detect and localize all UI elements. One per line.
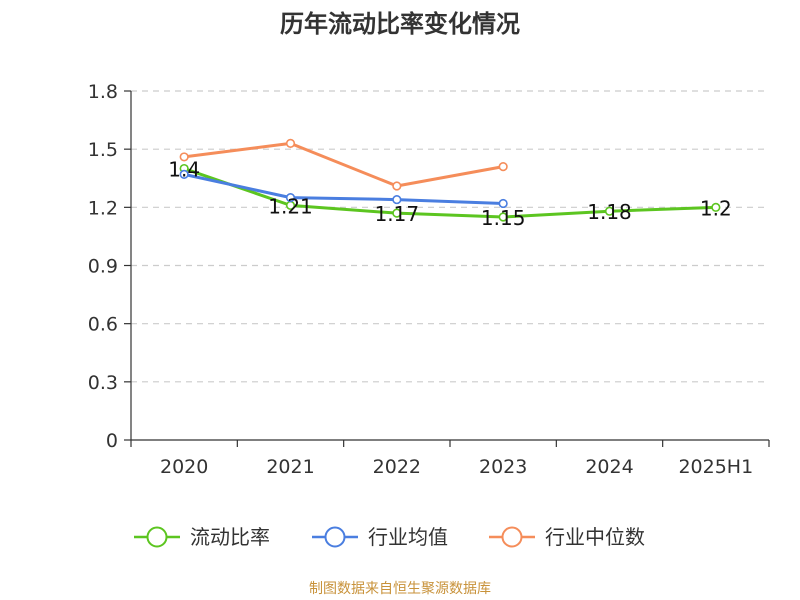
data-label: 1.21 [268, 194, 313, 218]
x-tick-label: 2020 [160, 456, 208, 478]
data-point [498, 198, 508, 209]
chart-title: 历年流动比率变化情况 [280, 10, 520, 38]
legend-marker [146, 526, 168, 548]
x-tick-label: 2024 [585, 456, 633, 478]
data-labels: 1.4 1.21 1.17 1.15 1.18 1.2 [168, 158, 731, 230]
data-point [498, 162, 508, 172]
data-point [179, 152, 189, 162]
series-line-1 [183, 172, 504, 205]
y-tick-label: 0.3 [88, 372, 118, 394]
data-point [179, 169, 189, 179]
data-point [604, 206, 615, 216]
x-tick-label: 2022 [373, 456, 421, 478]
series-lines [179, 138, 721, 222]
y-tick-label: 1.8 [88, 81, 118, 103]
legend-label: 流动比率 [190, 525, 270, 549]
y-tick-label: 1.5 [88, 139, 118, 161]
x-tick-label: 2025H1 [678, 456, 753, 478]
data-point [285, 193, 296, 203]
legend-label: 行业均值 [368, 525, 448, 549]
data-label: 1.4 [168, 158, 200, 182]
data-point [392, 208, 402, 218]
data-label: 1.15 [481, 206, 526, 230]
data-point [392, 181, 402, 191]
data-point [711, 202, 721, 212]
legend-label: 行业中位数 [545, 525, 645, 549]
source-note: 制图数据来自恒生聚源数据库 [309, 581, 491, 597]
data-label: 1.18 [587, 200, 632, 224]
series-line-2 [183, 141, 504, 188]
legend: 流动比率 行业均值 行业中位数 [134, 525, 645, 549]
y-tick-label: 0.6 [88, 314, 118, 336]
x-tick-label: 2021 [266, 456, 314, 478]
data-label: 1.2 [700, 196, 732, 220]
y-tick-label: 0 [106, 430, 118, 452]
data-point [392, 194, 402, 205]
y-tick-label: 1.2 [88, 197, 118, 219]
axes: 0 0.3 0.6 0.9 1.2 1.5 1.8 2020 2021 2022 2023 2024 2… [88, 81, 770, 478]
data-point [498, 212, 508, 222]
gridlines [131, 90, 769, 383]
data-label: 1.17 [375, 202, 420, 226]
x-tick-label: 2023 [479, 456, 527, 478]
y-tick-label: 0.9 [88, 256, 118, 278]
legend-marker [324, 526, 346, 548]
series-line-0 [183, 167, 716, 219]
legend-marker [501, 526, 523, 548]
data-point [285, 138, 296, 148]
